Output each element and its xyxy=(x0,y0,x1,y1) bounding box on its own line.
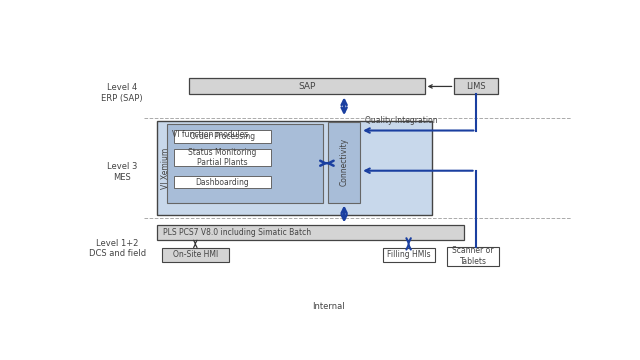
Text: Connectivity: Connectivity xyxy=(340,138,349,186)
Bar xyxy=(383,248,435,262)
Text: On-Site HMI: On-Site HMI xyxy=(173,251,218,260)
Bar xyxy=(174,130,271,143)
Text: Order Processing: Order Processing xyxy=(190,132,255,141)
Text: PLS PCS7 V8.0 including Simatic Batch: PLS PCS7 V8.0 including Simatic Batch xyxy=(163,228,311,237)
Text: Internal: Internal xyxy=(312,302,344,311)
Bar xyxy=(189,78,425,94)
Text: Scanner or
Tablets: Scanner or Tablets xyxy=(452,246,494,266)
Bar xyxy=(454,78,498,94)
Text: SAP: SAP xyxy=(298,82,316,91)
Bar xyxy=(157,121,432,215)
Text: Level 3
MES: Level 3 MES xyxy=(107,162,138,182)
Text: Dashboarding: Dashboarding xyxy=(196,177,250,186)
Text: LIMS: LIMS xyxy=(467,82,486,91)
Bar xyxy=(167,123,323,203)
Bar xyxy=(328,122,360,203)
Bar xyxy=(174,176,271,188)
Bar xyxy=(162,248,229,262)
Text: Level 4
ERP (SAP): Level 4 ERP (SAP) xyxy=(101,84,143,103)
Text: Filling HMIs: Filling HMIs xyxy=(387,251,431,260)
Text: VI Xemium: VI Xemium xyxy=(161,147,170,189)
Text: Level 1+2
DCS and field: Level 1+2 DCS and field xyxy=(88,239,146,258)
Bar xyxy=(157,225,465,240)
Bar xyxy=(174,149,271,166)
Text: VI function modules: VI function modules xyxy=(172,130,248,139)
Bar xyxy=(447,247,499,266)
Text: Status Monitoring
Partial Plants: Status Monitoring Partial Plants xyxy=(188,148,257,167)
Text: Quality Integration: Quality Integration xyxy=(365,116,438,125)
